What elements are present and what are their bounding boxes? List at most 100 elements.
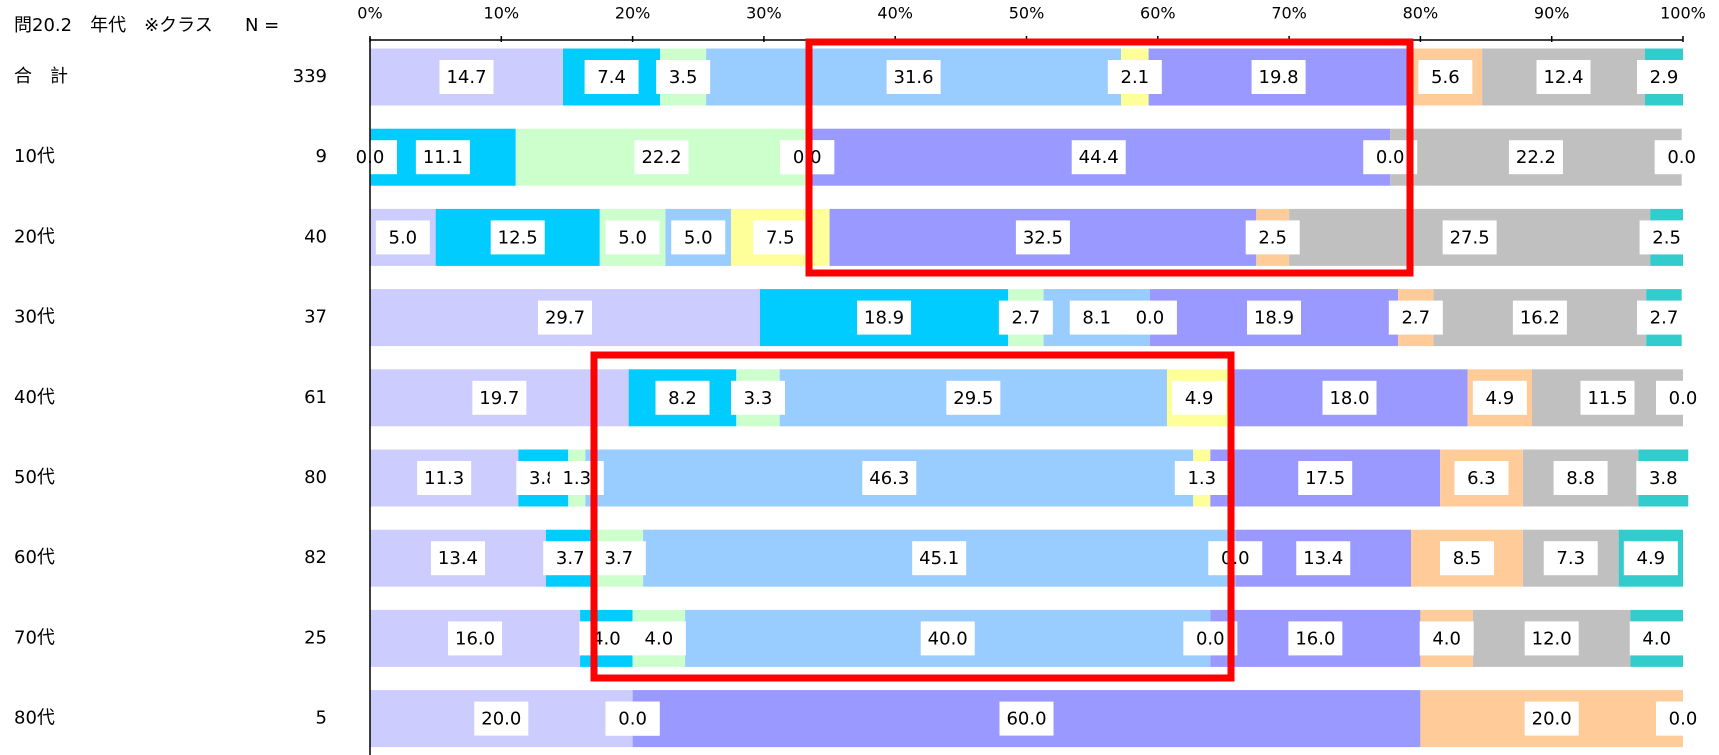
data-label: 11.5: [1587, 388, 1627, 409]
data-label-box: [1298, 461, 1353, 495]
data-label-box: [1656, 380, 1710, 415]
data-label: 5.6: [1431, 67, 1460, 88]
x-tick-label: 20%: [615, 4, 651, 23]
data-label-box: [1322, 380, 1377, 415]
data-label: 13.4: [1303, 548, 1343, 569]
data-label: 20.0: [1532, 709, 1572, 730]
data-label-box: [1636, 60, 1691, 94]
data-label-box: [1015, 220, 1070, 255]
data-label: 3.7: [556, 548, 585, 569]
data-label-box: [439, 60, 494, 94]
data-label: 1.3: [1187, 468, 1216, 489]
data-label: 4.0: [1432, 628, 1461, 649]
data-label-box: [1208, 541, 1263, 576]
data-label: 22.2: [1516, 147, 1556, 168]
data-label-box: [537, 300, 592, 335]
data-label-box: [1656, 701, 1710, 736]
data-label: 5.0: [684, 227, 713, 248]
data-label-box: [1629, 621, 1684, 656]
data-label: 3.5: [669, 67, 698, 88]
n-value: 80: [304, 467, 327, 488]
data-label: 11.1: [423, 147, 463, 168]
x-tick-label: 80%: [1403, 4, 1439, 23]
data-label-box: [1512, 300, 1567, 335]
data-label: 1.3: [562, 468, 591, 489]
data-label-box: [730, 380, 785, 415]
n-label: N =: [245, 15, 279, 36]
data-label: 18.9: [1254, 308, 1294, 329]
data-label-box: [417, 461, 472, 495]
data-label: 0.0: [1669, 709, 1698, 730]
data-label: 7.3: [1556, 548, 1585, 569]
n-value: 61: [304, 387, 327, 408]
data-label-box: [1388, 300, 1443, 335]
data-label-box: [1172, 380, 1227, 415]
n-value: 339: [293, 66, 327, 87]
data-label-box: [1524, 701, 1579, 736]
data-label: 16.0: [455, 628, 495, 649]
data-label: 0.0: [1136, 308, 1165, 329]
data-label: 16.0: [1295, 628, 1335, 649]
data-label: 4.0: [645, 628, 674, 649]
data-label-box: [605, 220, 660, 255]
x-tick-label: 30%: [746, 4, 782, 23]
data-label-box: [375, 220, 430, 255]
data-label-box: [1636, 461, 1691, 495]
n-value: 40: [304, 226, 327, 247]
data-label: 8.5: [1453, 548, 1482, 569]
data-label: 0.0: [1667, 147, 1696, 168]
data-label: 4.9: [1486, 388, 1515, 409]
data-label: 12.5: [498, 227, 538, 248]
data-label-box: [1122, 300, 1177, 335]
data-label-box: [1580, 380, 1635, 415]
data-label-box: [1069, 300, 1124, 335]
data-label: 20.0: [481, 709, 521, 730]
highlight-box: [590, 351, 1235, 682]
category-label: 70代: [14, 627, 55, 648]
data-label-box: [1623, 541, 1678, 576]
data-label: 31.6: [894, 67, 934, 88]
n-value: 37: [304, 307, 327, 328]
data-label: 3.7: [604, 548, 633, 569]
data-label: 32.5: [1023, 227, 1063, 248]
x-tick-label: 100%: [1660, 4, 1706, 23]
category-label: 30代: [14, 307, 55, 328]
data-label-box: [999, 701, 1054, 736]
data-label-box: [886, 60, 941, 94]
data-label: 0.0: [1221, 548, 1250, 569]
data-label: 19.8: [1259, 67, 1299, 88]
data-label-box: [584, 60, 639, 94]
data-label: 0.0: [1196, 628, 1225, 649]
data-label-box: [656, 60, 711, 94]
data-label: 29.5: [953, 388, 993, 409]
data-label-box: [1536, 60, 1591, 94]
data-label: 13.4: [438, 548, 478, 569]
data-label-box: [1440, 541, 1495, 576]
data-label: 3.8: [1649, 468, 1678, 489]
n-value: 5: [316, 708, 327, 729]
data-label: 2.5: [1652, 227, 1681, 248]
data-label-box: [1247, 300, 1302, 335]
data-label: 0.0: [1376, 147, 1405, 168]
data-label: 40.0: [928, 628, 968, 649]
category-label: 10代: [14, 146, 55, 167]
data-label: 29.7: [545, 308, 585, 329]
data-label-box: [415, 140, 470, 175]
data-label: 19.7: [479, 388, 519, 409]
n-value: 25: [304, 627, 327, 648]
data-label: 44.4: [1079, 147, 1119, 168]
data-label: 5.0: [618, 227, 647, 248]
data-label-box: [591, 541, 646, 576]
x-tick-label: 0%: [357, 4, 382, 23]
data-label-box: [862, 461, 917, 495]
data-label: 18.0: [1329, 388, 1369, 409]
data-label-box: [753, 220, 808, 255]
data-label-box: [1245, 220, 1300, 255]
data-label: 4.9: [1185, 388, 1214, 409]
data-label-box: [579, 621, 634, 656]
data-label-box: [1288, 621, 1343, 656]
data-label: 3.3: [744, 388, 773, 409]
data-label: 2.7: [1650, 308, 1679, 329]
data-label: 4.0: [592, 628, 621, 649]
data-label-box: [857, 300, 912, 335]
